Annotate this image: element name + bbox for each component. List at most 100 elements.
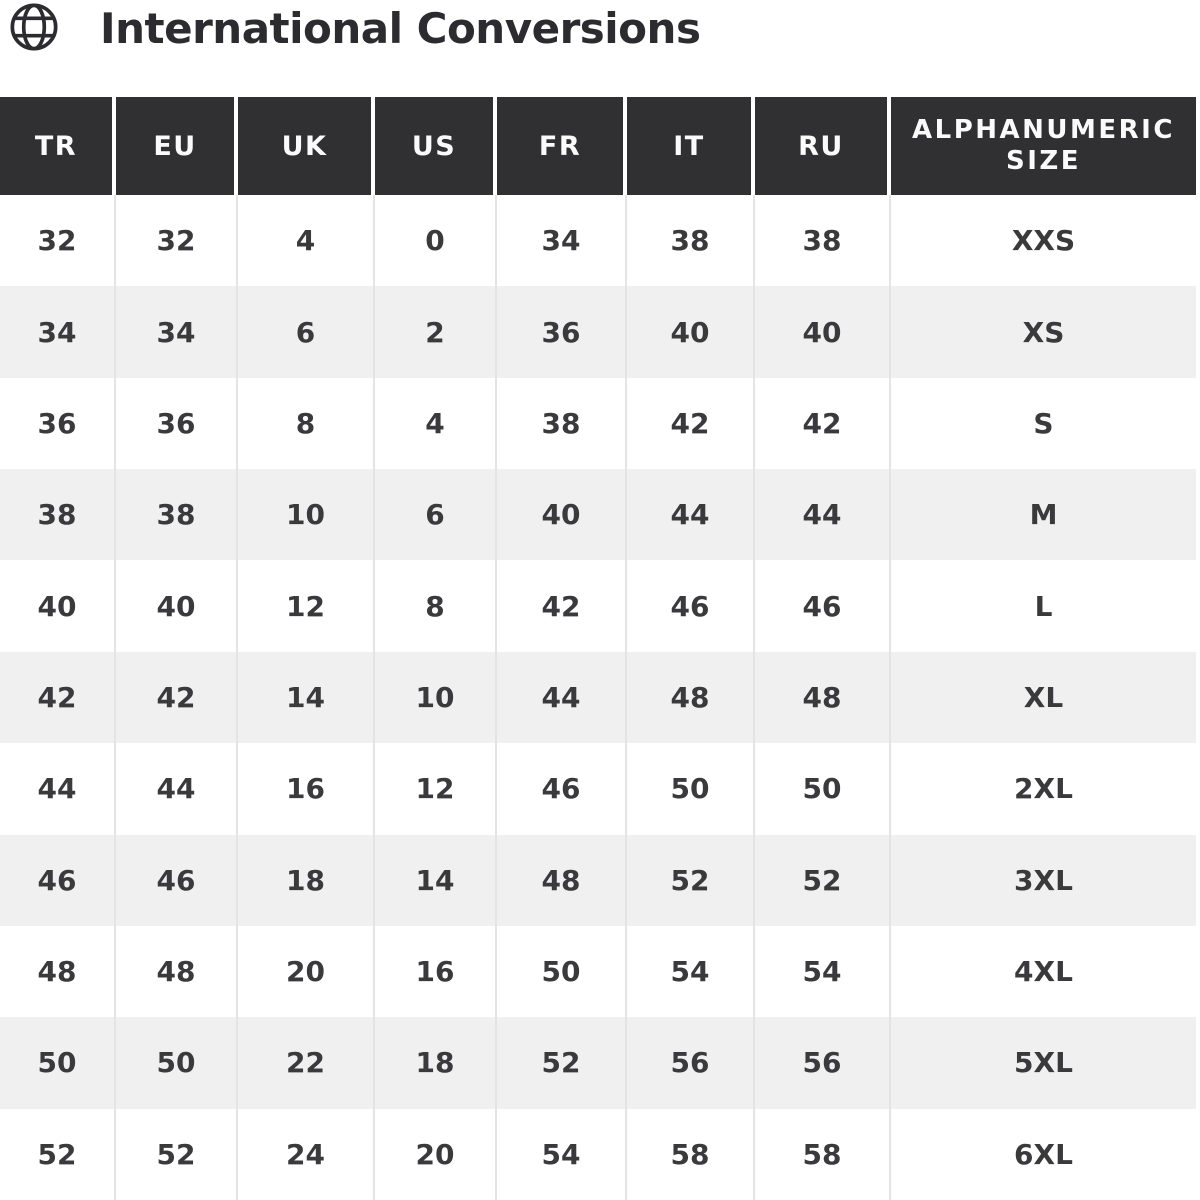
table-cell: 12 xyxy=(375,743,497,835)
table-cell: 52 xyxy=(0,1108,116,1200)
table-cell: 40 xyxy=(497,469,627,561)
table-header: TR EU UK US FR IT RU ALPHANUMERIC SIZE xyxy=(0,97,1196,195)
table-cell: 42 xyxy=(116,651,238,744)
table-cell: 38 xyxy=(627,195,755,287)
table-cell: 52 xyxy=(497,1017,627,1109)
table-cell: 10 xyxy=(238,469,375,561)
table-cell: 48 xyxy=(497,834,627,926)
table-cell: 32 xyxy=(0,195,116,287)
table-header-row: TR EU UK US FR IT RU ALPHANUMERIC SIZE xyxy=(0,97,1196,195)
table-cell: 14 xyxy=(375,834,497,926)
table-cell: 42 xyxy=(755,377,891,470)
table-cell: 20 xyxy=(238,925,375,1018)
table-row: 48 48 20 16 50 54 54 4XL xyxy=(0,925,1196,1018)
table-cell: 50 xyxy=(755,743,891,835)
table-cell: 56 xyxy=(755,1017,891,1109)
table-cell: 46 xyxy=(497,743,627,835)
column-header-tr: TR xyxy=(0,97,116,195)
table-cell: 4 xyxy=(375,377,497,470)
table-cell: 24 xyxy=(238,1108,375,1200)
table-cell: 56 xyxy=(627,1017,755,1109)
table-cell: 36 xyxy=(116,377,238,470)
table-row: 46 46 18 14 48 52 52 3XL xyxy=(0,834,1196,926)
table-cell: 46 xyxy=(0,834,116,926)
column-header-uk: UK xyxy=(238,97,375,195)
page-header: International Conversions xyxy=(8,0,701,56)
table-cell: 42 xyxy=(0,651,116,744)
table-cell: 5XL xyxy=(891,1017,1196,1109)
table-cell: 6 xyxy=(375,469,497,561)
table-cell: 50 xyxy=(116,1017,238,1109)
table-cell: 20 xyxy=(375,1108,497,1200)
table-cell: 36 xyxy=(497,286,627,378)
table-cell: 46 xyxy=(627,560,755,652)
table-cell: 34 xyxy=(497,195,627,287)
table-cell: 18 xyxy=(238,834,375,926)
column-header-us: US xyxy=(375,97,497,195)
table-row: 34 34 6 2 36 40 40 XS xyxy=(0,286,1196,378)
table-cell: 6 xyxy=(238,286,375,378)
table-row: 38 38 10 6 40 44 44 M xyxy=(0,469,1196,561)
table-cell: XS xyxy=(891,286,1196,378)
table-cell: 42 xyxy=(627,377,755,470)
column-header-fr: FR xyxy=(497,97,627,195)
page-title: International Conversions xyxy=(100,3,701,53)
table-row: 42 42 14 10 44 48 48 XL xyxy=(0,651,1196,744)
table-cell: 44 xyxy=(755,469,891,561)
table-cell: 2 xyxy=(375,286,497,378)
table-cell: 4XL xyxy=(891,925,1196,1018)
table-cell: 44 xyxy=(497,651,627,744)
table-cell: 6XL xyxy=(891,1108,1196,1200)
table-cell: 36 xyxy=(0,377,116,470)
table-cell: 46 xyxy=(755,560,891,652)
table-cell: 48 xyxy=(116,925,238,1018)
table-row: 32 32 4 0 34 38 38 XXS xyxy=(0,195,1196,287)
table-cell: 38 xyxy=(0,469,116,561)
table-row: 50 50 22 18 52 56 56 5XL xyxy=(0,1017,1196,1109)
table-cell: 38 xyxy=(497,377,627,470)
table-cell: 34 xyxy=(116,286,238,378)
table-cell: XL xyxy=(891,651,1196,744)
table-cell: 16 xyxy=(375,925,497,1018)
table-cell: 50 xyxy=(0,1017,116,1109)
table-cell: 40 xyxy=(0,560,116,652)
table-cell: 40 xyxy=(755,286,891,378)
table-cell: 46 xyxy=(116,834,238,926)
table-cell: 50 xyxy=(497,925,627,1018)
table-cell: 48 xyxy=(755,651,891,744)
column-header-eu: EU xyxy=(116,97,238,195)
table-cell: 52 xyxy=(116,1108,238,1200)
table-row: 52 52 24 20 54 58 58 6XL xyxy=(0,1108,1196,1200)
table-cell: 16 xyxy=(238,743,375,835)
table-cell: 10 xyxy=(375,651,497,744)
table-cell: 4 xyxy=(238,195,375,287)
table-row: 40 40 12 8 42 46 46 L xyxy=(0,560,1196,652)
table-cell: 8 xyxy=(238,377,375,470)
table-cell: 8 xyxy=(375,560,497,652)
table-row: 36 36 8 4 38 42 42 S xyxy=(0,377,1196,470)
table-cell: 54 xyxy=(627,925,755,1018)
table-cell: 48 xyxy=(627,651,755,744)
table-cell: 32 xyxy=(116,195,238,287)
column-header-alphanumeric-size: ALPHANUMERIC SIZE xyxy=(891,97,1196,195)
table-cell: 42 xyxy=(497,560,627,652)
table-cell: S xyxy=(891,377,1196,470)
column-header-it: IT xyxy=(627,97,755,195)
table-cell: 14 xyxy=(238,651,375,744)
column-header-ru: RU xyxy=(755,97,891,195)
table-cell: 40 xyxy=(627,286,755,378)
table-cell: 54 xyxy=(755,925,891,1018)
table-cell: 38 xyxy=(755,195,891,287)
table-cell: 38 xyxy=(116,469,238,561)
table-cell: 0 xyxy=(375,195,497,287)
table-cell: 44 xyxy=(627,469,755,561)
table-cell: XXS xyxy=(891,195,1196,287)
globe-icon xyxy=(10,3,58,51)
table-cell: 58 xyxy=(755,1108,891,1200)
table-cell: 48 xyxy=(0,925,116,1018)
table-cell: 52 xyxy=(755,834,891,926)
table-cell: 2XL xyxy=(891,743,1196,835)
table-cell: 44 xyxy=(0,743,116,835)
table-body: 32 32 4 0 34 38 38 XXS 34 34 6 2 36 40 40 XS 36 36 8 4 38 42 4… xyxy=(0,195,1196,1200)
